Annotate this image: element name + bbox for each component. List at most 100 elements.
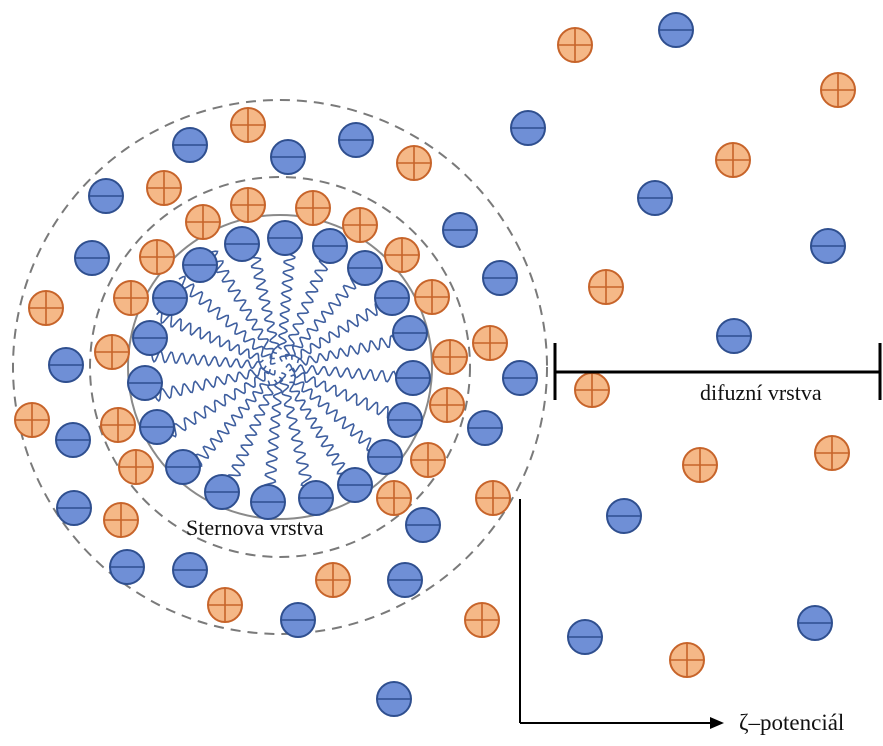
negative-ion-icon [367, 439, 403, 475]
positive-ion-icon [139, 239, 175, 275]
negative-ion-icon [337, 467, 373, 503]
ions [14, 12, 856, 717]
positive-ion-icon [715, 142, 751, 178]
negative-ion-icon [127, 365, 163, 401]
positive-ion-icon [295, 190, 331, 226]
negative-ion-icon [810, 228, 846, 264]
micelle-chain [148, 366, 272, 403]
negative-ion-icon [376, 681, 412, 717]
positive-ion-icon [103, 502, 139, 538]
positive-ion-icon [414, 279, 450, 315]
zeta-potential-label: ζ–potenciál [739, 710, 845, 735]
positive-ion-icon [384, 237, 420, 273]
negative-ion-icon [502, 360, 538, 396]
micelle-chain [222, 379, 278, 491]
negative-ion-icon [637, 180, 673, 216]
negative-ion-icon [172, 127, 208, 163]
positive-ion-icon [207, 587, 243, 623]
positive-ion-icon [574, 372, 610, 408]
negative-ion-icon [405, 507, 441, 543]
negative-ion-icon [395, 360, 431, 396]
negative-ion-icon [267, 220, 303, 256]
positive-ion-icon [820, 72, 856, 108]
negative-ion-icon [55, 422, 91, 458]
positive-ion-icon [28, 290, 64, 326]
micelle-chain [296, 331, 412, 366]
positive-ion-icon [113, 280, 149, 316]
zeta-arrow-head [710, 717, 724, 729]
negative-ion-icon [250, 484, 286, 520]
micelle-chain [288, 367, 404, 425]
micelle-chains [145, 232, 415, 502]
positive-ion-icon [230, 187, 266, 223]
negative-ion-icon [374, 280, 410, 316]
positive-ion-icon [230, 107, 266, 143]
positive-ion-icon [557, 27, 593, 63]
shear-plane-boundary [12, 99, 548, 635]
negative-ion-icon [482, 260, 518, 296]
positive-ion-icon [185, 204, 221, 240]
negative-ion-icon [152, 280, 188, 316]
positive-ion-icon [410, 442, 446, 478]
positive-ion-icon [315, 562, 351, 598]
positive-ion-icon [475, 480, 511, 516]
micelle-chain [209, 250, 275, 360]
micelle-chain [289, 381, 352, 484]
negative-ion-icon [606, 498, 642, 534]
measurement-lines [519, 343, 882, 729]
positive-ion-icon [814, 435, 850, 471]
negative-ion-icon [165, 449, 201, 485]
negative-ion-icon [88, 178, 124, 214]
positive-ion-icon [669, 642, 705, 678]
negative-ion-icon [298, 480, 334, 516]
negative-ion-icon [139, 409, 175, 445]
negative-ion-icon [48, 347, 84, 383]
positive-ion-icon [146, 170, 182, 206]
negative-ion-icon [312, 228, 348, 264]
micelle-chain [163, 370, 276, 438]
micelle-chain [290, 374, 382, 459]
positive-ion-icon [472, 325, 508, 361]
micelle-chain [278, 372, 316, 499]
negative-ion-icon [797, 605, 833, 641]
positive-ion-icon [588, 269, 624, 305]
negative-ion-icon [224, 226, 260, 262]
positive-ion-icon [376, 480, 412, 516]
negative-ion-icon [74, 240, 110, 276]
negative-ion-icon [172, 552, 208, 588]
positive-ion-icon [100, 407, 136, 443]
negative-ion-icon [442, 212, 478, 248]
negative-ion-icon [510, 110, 546, 146]
diffuse-layer-label: difuzní vrstva [700, 380, 822, 405]
positive-ion-icon [682, 447, 718, 483]
positive-ion-icon [14, 402, 50, 438]
positive-ion-icon [429, 387, 465, 423]
micelle-chain [156, 308, 264, 364]
negative-ion-icon [567, 619, 603, 655]
layer-boundaries [12, 99, 548, 635]
positive-ion-icon [118, 449, 154, 485]
negative-ion-icon [387, 402, 423, 438]
positive-ion-icon [396, 145, 432, 181]
stern-layer-label: Sternova vrstva [186, 515, 324, 540]
stern-layer-boundary [89, 176, 471, 558]
positive-ion-icon [342, 207, 378, 243]
micelle-chain [145, 348, 267, 371]
particle-surface-circle [127, 214, 433, 520]
negative-ion-icon [387, 562, 423, 598]
negative-ion-icon [347, 250, 383, 286]
positive-ion-icon [464, 602, 500, 638]
micelle-chain [279, 243, 338, 362]
negative-ion-icon [132, 320, 168, 356]
negative-ion-icon [716, 318, 752, 354]
micelle-chain [188, 380, 271, 469]
negative-ion-icon [338, 122, 374, 158]
micelle-chain [261, 376, 284, 502]
negative-ion-icon [270, 139, 306, 175]
negative-ion-icon [392, 315, 428, 351]
positive-ion-icon [432, 339, 468, 375]
positive-ion-icon [94, 334, 130, 370]
negative-ion-icon [109, 549, 145, 585]
micelle-chain [178, 275, 276, 365]
